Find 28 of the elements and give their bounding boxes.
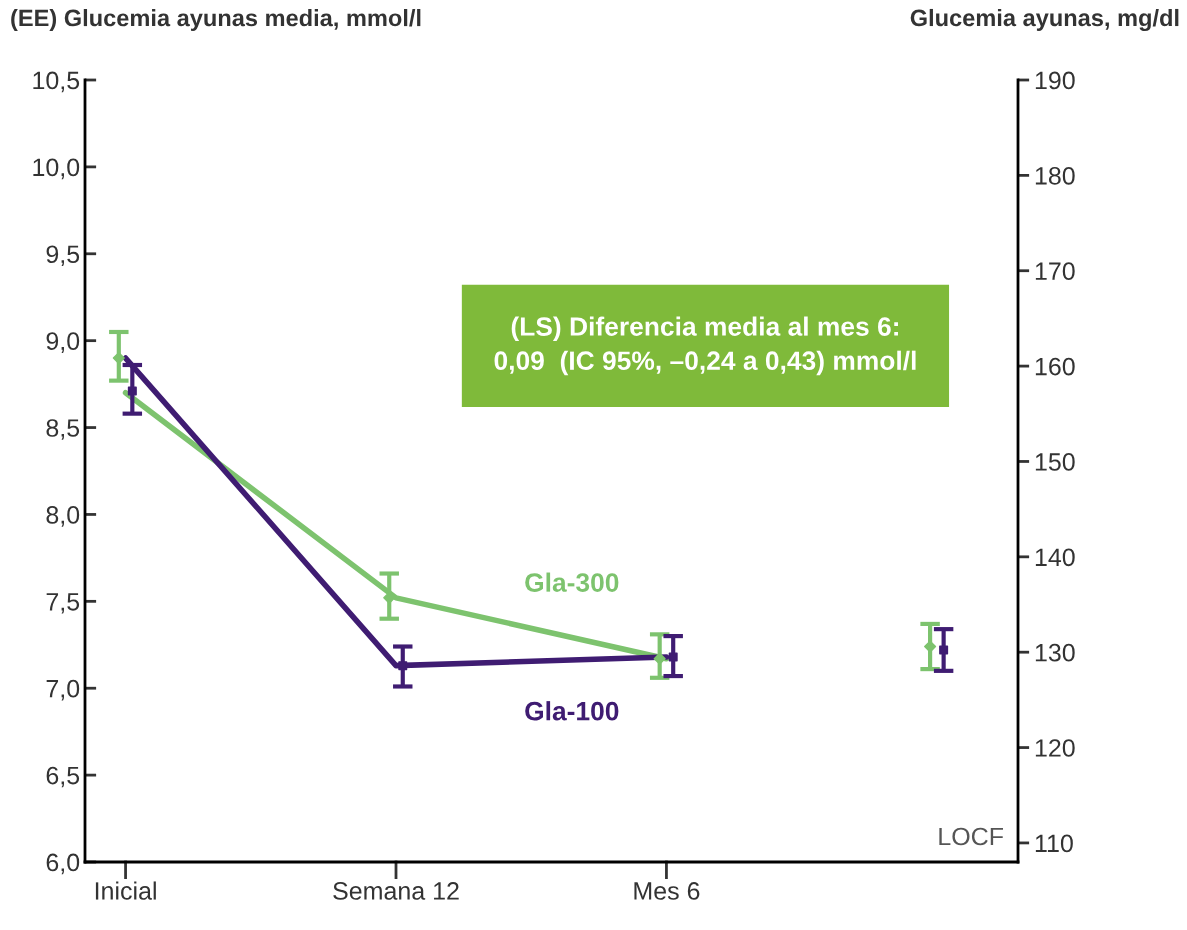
y2-tick-label: 160 — [1035, 357, 1075, 376]
y2-tick-label: 140 — [1035, 548, 1075, 567]
x-tick-label: Inicial — [95, 881, 156, 900]
x-tick-label: Semana 12 — [333, 882, 459, 900]
annotation: LOCF — [939, 827, 1004, 846]
y2-tick-label: 120 — [1035, 739, 1075, 757]
y-tick-label: 6,0 — [46, 853, 80, 875]
y2-tick-label: 180 — [1035, 166, 1075, 185]
y2-axis-title: Glucemia ayunas, mg/dl — [910, 8, 1179, 32]
series-label: Gla-100 — [525, 701, 619, 721]
y2-tick-label: 130 — [1035, 643, 1075, 662]
y-tick-label: 6,5 — [46, 766, 80, 788]
y2-tick-label: 170 — [1035, 262, 1075, 281]
annotation: (LS) Diferencia media al mes 6: 0,09 (IC 95%, –0,24 a 0,43) mmol/l — [494, 316, 916, 376]
y-axis-title: (EE) Glucemia ayunas media, mmol/l — [11, 9, 421, 32]
y-tick-label: 7,5 — [46, 593, 80, 614]
y2-tick-label: 110 — [1035, 834, 1073, 853]
x-tick-label: Mes 6 — [634, 882, 700, 900]
y2-tick-label: 190 — [1035, 71, 1075, 90]
y-tick-label: 9,0 — [46, 332, 80, 353]
y-tick-label: 8,0 — [46, 506, 80, 527]
y-tick-label: 7,0 — [46, 679, 80, 701]
y-tick-label: 9,5 — [46, 245, 80, 267]
y-tick-label: 8,5 — [46, 419, 80, 440]
y-tick-label: 10,0 — [33, 158, 80, 180]
series-label: Gla-300 — [525, 572, 619, 592]
y2-tick-label: 150 — [1035, 453, 1075, 471]
y-tick-label: 10,5 — [33, 71, 80, 93]
